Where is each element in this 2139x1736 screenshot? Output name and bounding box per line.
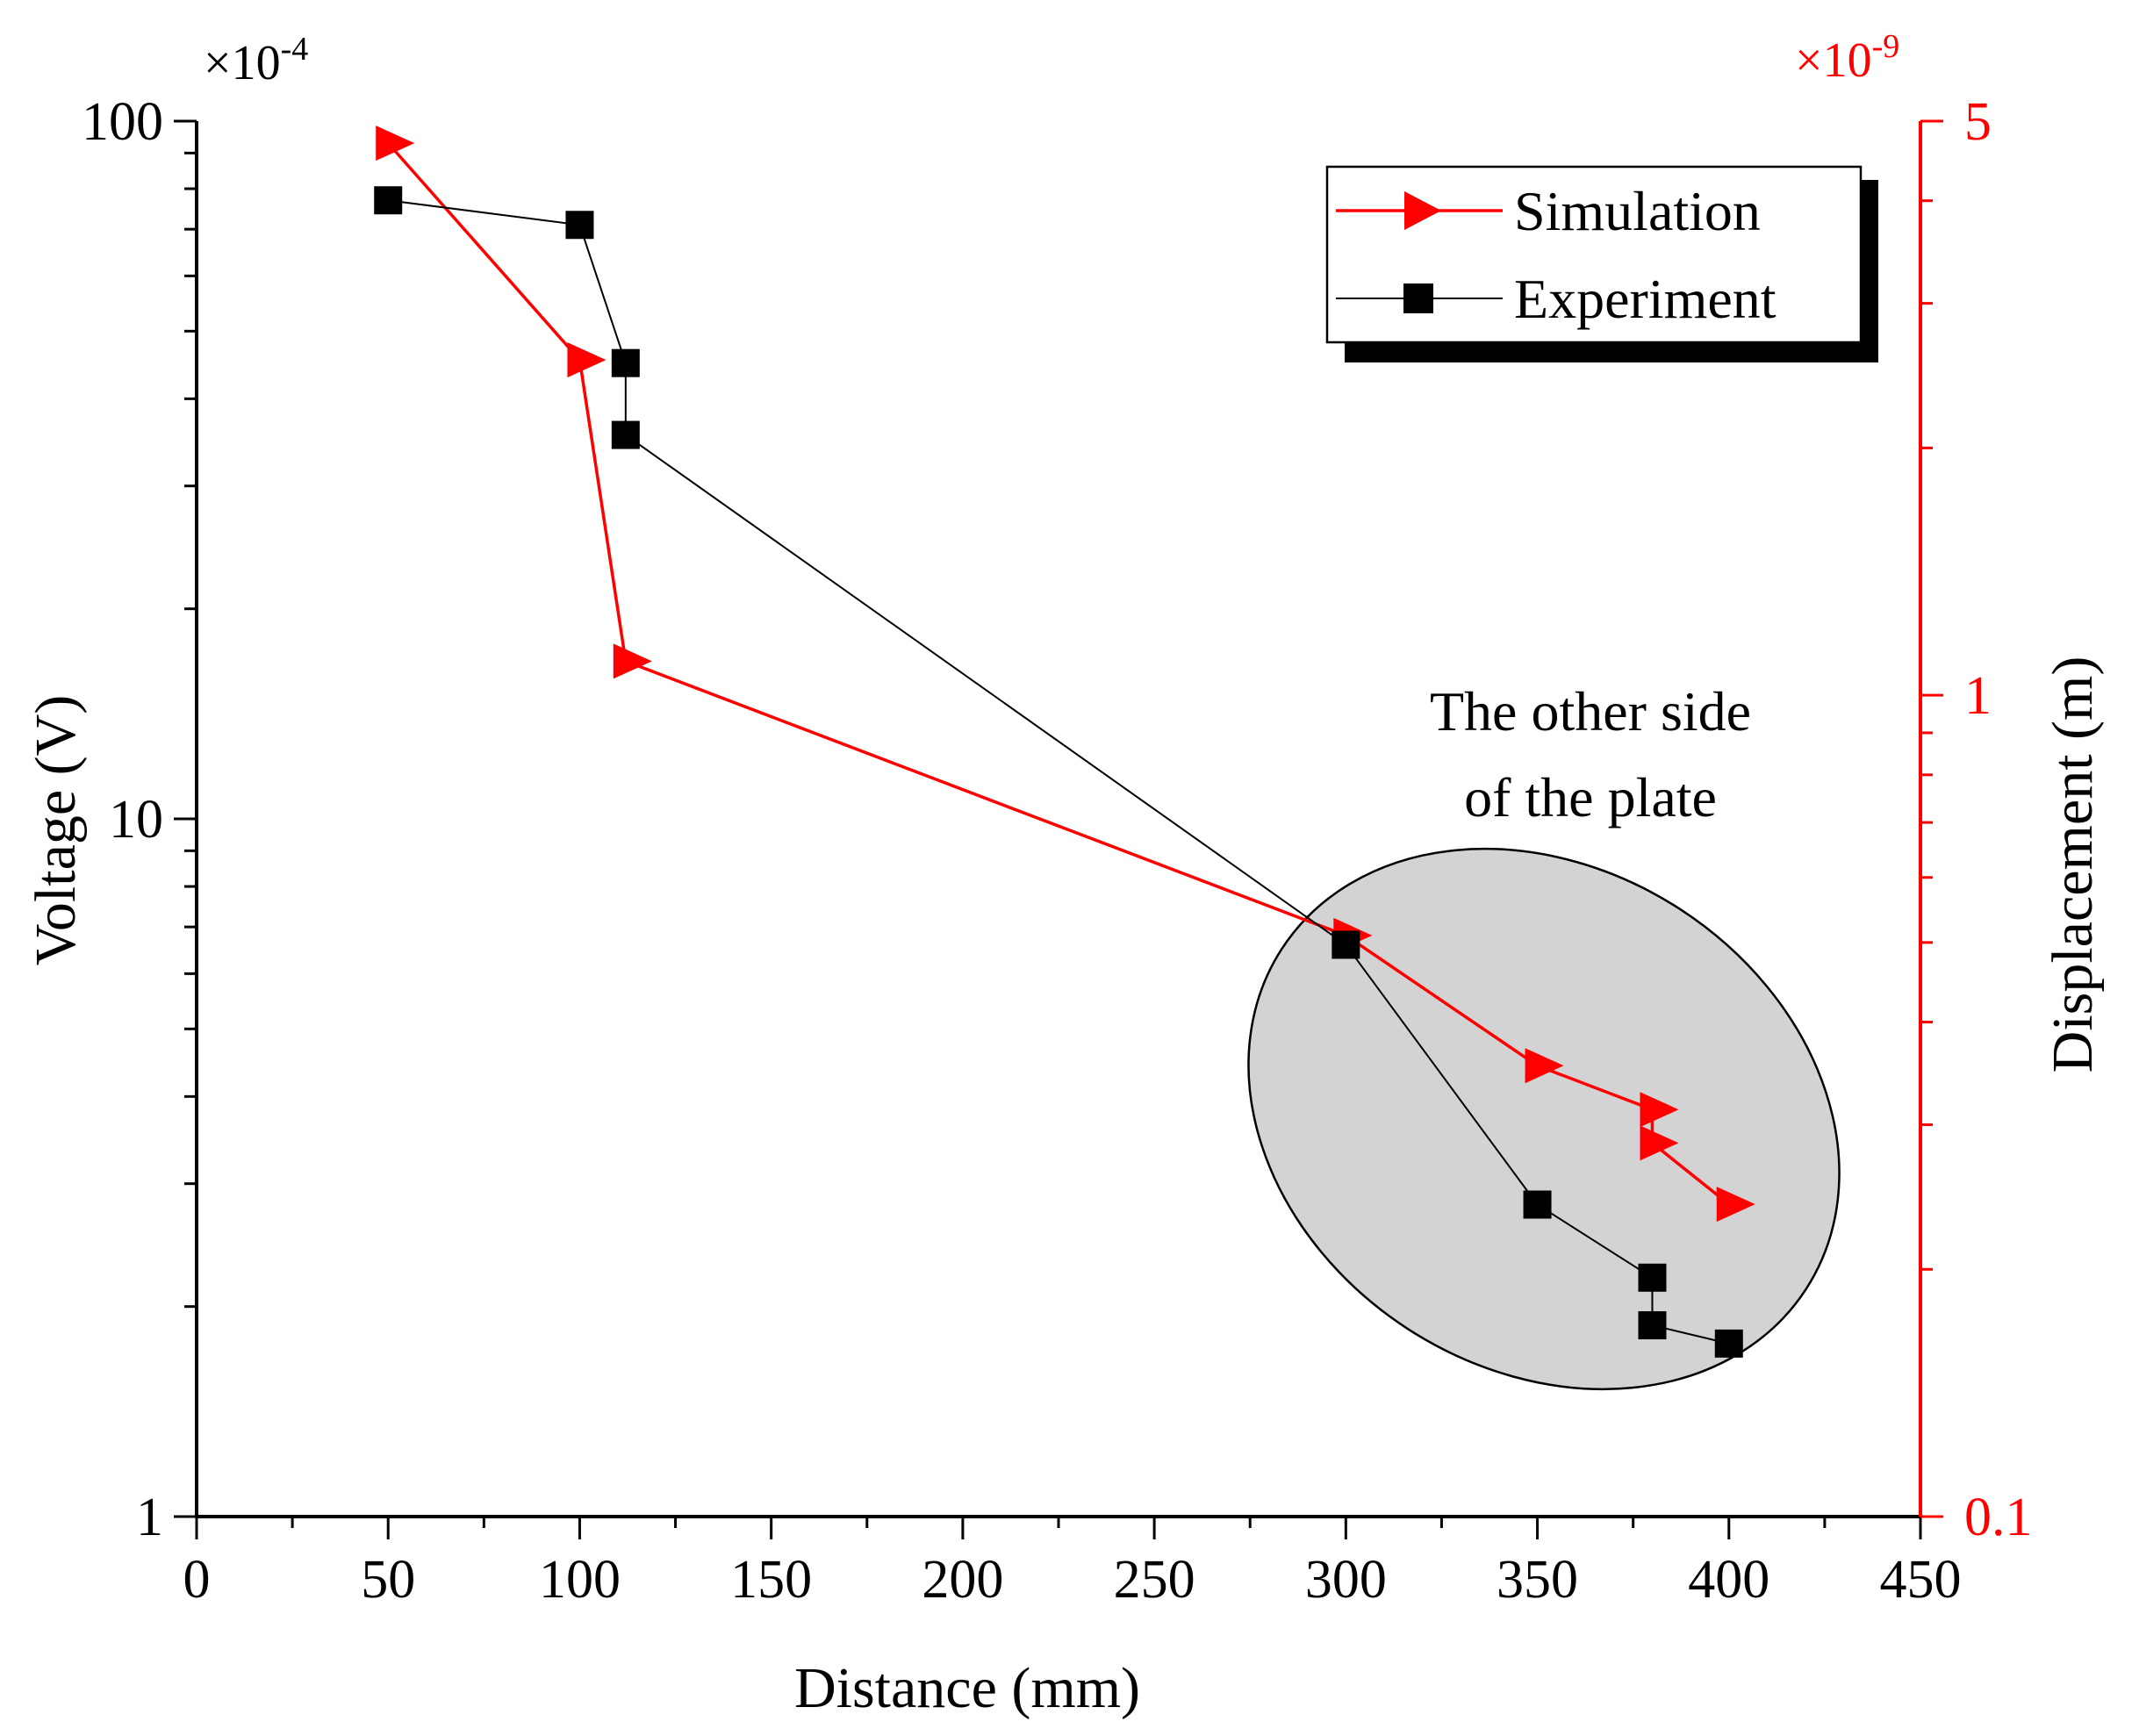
simulation-point: [613, 643, 652, 679]
experiment-point: [1523, 1190, 1552, 1219]
simulation-point: [1525, 1048, 1564, 1084]
y2-tick-label: 5: [1964, 92, 1992, 152]
x-tick-label: 100: [539, 1550, 621, 1610]
x-tick-label: 0: [183, 1550, 211, 1610]
y-axis-label: Voltage (V): [24, 695, 88, 966]
experiment-point: [565, 211, 594, 240]
simulation-point: [567, 342, 607, 378]
x-tick-label: 250: [1114, 1550, 1195, 1610]
right-multiplier: ×10-9: [1795, 28, 1899, 88]
legend-simulation-label: Simulation: [1514, 180, 1761, 242]
x-tick-label: 200: [922, 1550, 1003, 1610]
annotation-line-2: of the plate: [1464, 766, 1717, 829]
simulation-point: [1640, 1092, 1679, 1128]
y2-axis-label: Displacement (m): [2041, 656, 2105, 1073]
legend-experiment-label: Experiment: [1514, 268, 1777, 330]
experiment-point: [611, 420, 640, 449]
x-tick-label: 400: [1688, 1550, 1769, 1610]
annotation-line-1: The other side: [1430, 680, 1751, 742]
y-tick-label: 1: [136, 1488, 163, 1547]
x-tick-label: 350: [1497, 1550, 1578, 1610]
x-tick-label: 300: [1305, 1550, 1387, 1610]
x-axis-label: Distance (mm): [794, 1656, 1140, 1720]
experiment-point: [1638, 1263, 1667, 1292]
simulation-point: [1640, 1125, 1679, 1161]
ticks: 0 50 100 150 200 250 300 350 400 450 1 10 100 0.1 1 5: [82, 92, 2033, 1610]
left-multiplier-exp: -4: [281, 31, 309, 68]
experiment-point: [1331, 930, 1360, 959]
legend-experiment-marker: [1403, 283, 1433, 313]
y2-tick-label: 1: [1964, 666, 1992, 726]
x-tick-label: 150: [730, 1550, 812, 1610]
simulation-point: [376, 126, 415, 161]
series-layer: [374, 126, 1755, 1358]
experiment-point: [611, 348, 640, 377]
y-tick-label: 100: [82, 92, 163, 152]
right-multiplier-base: ×10: [1795, 33, 1872, 88]
highlight-ellipse: [1247, 847, 1841, 1391]
y2-tick-label: 0.1: [1964, 1488, 2033, 1547]
x-tick-label: 450: [1880, 1550, 1962, 1610]
legend-simulation-marker: [1404, 191, 1441, 230]
experiment-point: [374, 186, 403, 215]
right-multiplier-exp: -9: [1872, 28, 1900, 65]
left-multiplier: ×10-4: [204, 31, 308, 90]
left-multiplier-base: ×10: [204, 36, 281, 90]
x-tick-label: 50: [361, 1550, 415, 1610]
simulation-point: [1716, 1187, 1755, 1223]
experiment-point: [1714, 1329, 1743, 1358]
experiment-point: [1638, 1311, 1667, 1340]
y-tick-label: 10: [109, 790, 163, 850]
legend: Simulation Experiment: [1325, 165, 1878, 362]
